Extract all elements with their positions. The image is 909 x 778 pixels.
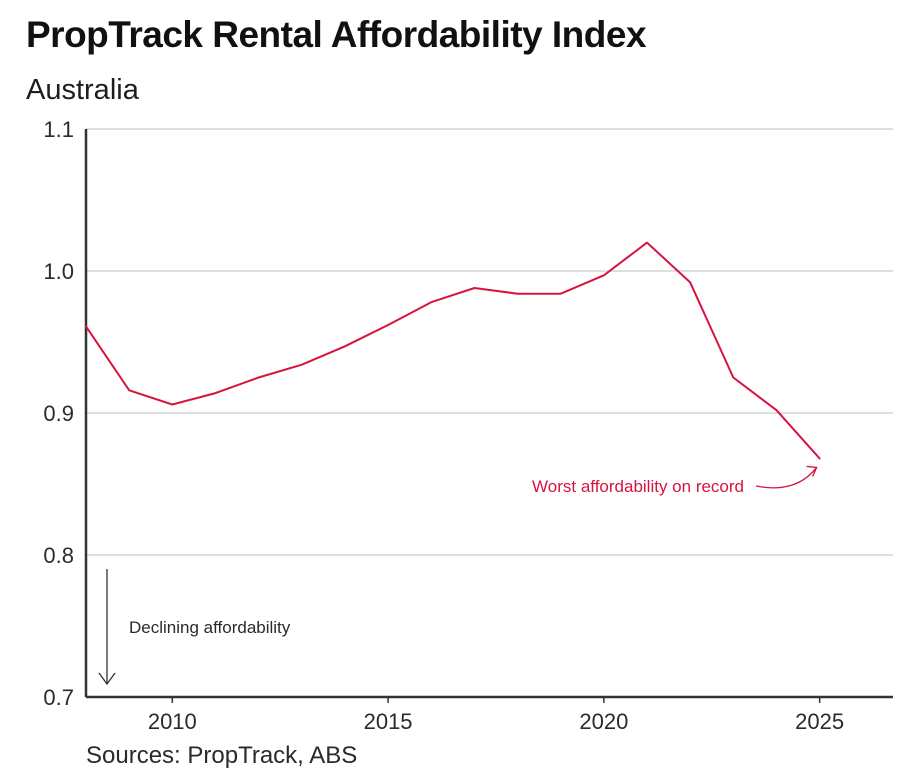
y-tick-label: 1.1 xyxy=(43,117,74,142)
chart-subtitle: Australia xyxy=(26,74,139,106)
y-tick-label: 0.7 xyxy=(43,685,74,710)
line-chart: 0.7 0.8 0.9 1.0 1.1 2010 2015 2020 2025 Worst af… xyxy=(43,117,893,734)
x-tick-label: 2025 xyxy=(795,709,844,734)
y-tick-label: 0.9 xyxy=(43,401,74,426)
series-line-0 xyxy=(85,241,821,460)
annotation-arrow-curve xyxy=(755,467,818,489)
down-arrow-head xyxy=(98,672,116,686)
x-tick-label: 2015 xyxy=(364,709,413,734)
y-tick-label: 1.0 xyxy=(43,259,74,284)
x-tick-label: 2010 xyxy=(148,709,197,734)
chart-title: PropTrack Rental Affordability Index xyxy=(26,14,647,55)
y-tick-label: 0.8 xyxy=(43,543,74,568)
source-note: Sources: PropTrack, ABS xyxy=(86,742,358,769)
x-tick-label: 2020 xyxy=(579,709,628,734)
annotation-worst-affordability: Worst affordability on record xyxy=(532,477,744,496)
annotation-arrow-head xyxy=(806,465,818,477)
annotation-declining-affordability: Declining affordability xyxy=(129,618,291,637)
